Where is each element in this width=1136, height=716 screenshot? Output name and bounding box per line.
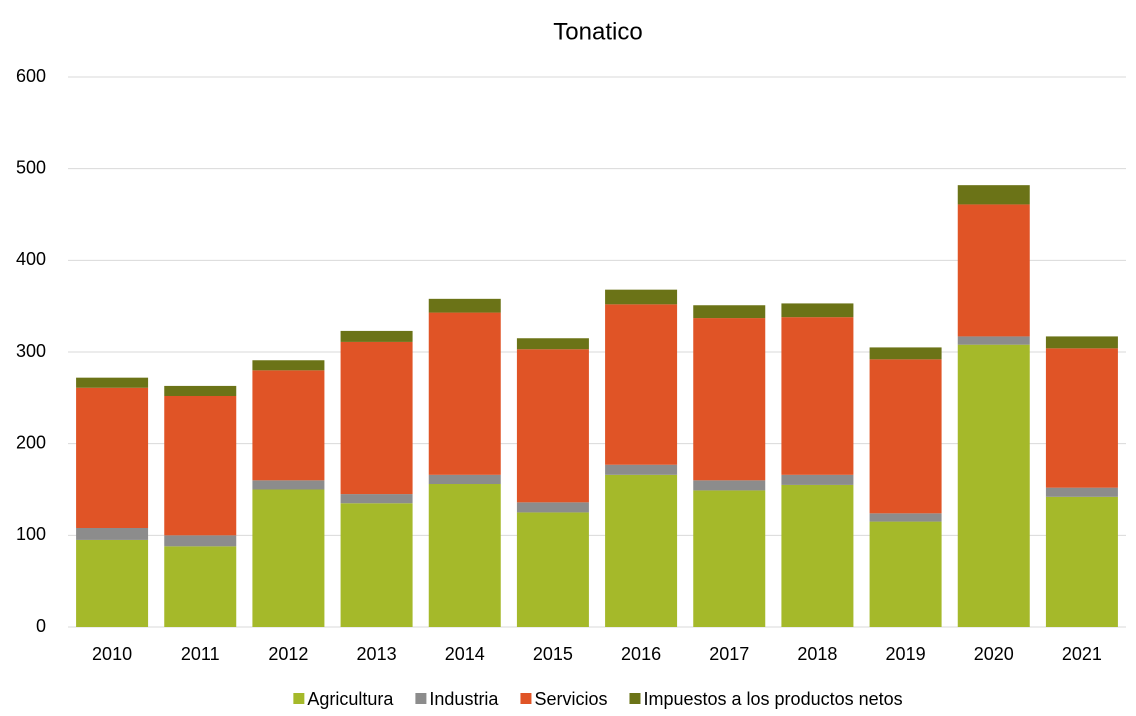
- bar-segment: [516, 349, 589, 503]
- bar-segment: [605, 304, 678, 465]
- bar-segment: [76, 377, 149, 388]
- bar-segment: [1045, 496, 1118, 627]
- y-tick-label: 600: [16, 66, 46, 86]
- legend-swatch: [415, 693, 427, 704]
- bar-segment: [252, 370, 325, 481]
- bar-segment: [428, 474, 501, 484]
- bar-segment: [76, 387, 149, 528]
- bar-segment: [869, 347, 942, 360]
- x-tick-label: 2019: [886, 644, 926, 664]
- x-tick-label: 2010: [92, 644, 132, 664]
- bar-segment: [693, 480, 766, 491]
- chart-title: Tonatico: [553, 18, 642, 45]
- bar-segment: [340, 341, 413, 495]
- bar-segment: [957, 344, 1030, 627]
- bar-segment: [164, 385, 237, 396]
- bar-segment: [605, 474, 678, 627]
- x-tick-label: 2016: [621, 644, 661, 664]
- bar-segment: [428, 298, 501, 313]
- legend-swatch: [293, 693, 305, 704]
- bar-segment: [516, 512, 589, 627]
- bar-segment: [516, 338, 589, 350]
- legend-swatch: [629, 693, 641, 704]
- y-tick-label: 400: [16, 249, 46, 269]
- x-tick-label: 2013: [357, 644, 397, 664]
- bar-segment: [516, 502, 589, 513]
- x-tick-label: 2021: [1062, 644, 1102, 664]
- bar-segment: [164, 546, 237, 627]
- bar-segment: [76, 539, 149, 627]
- bar-segment: [693, 490, 766, 627]
- bar-segment: [340, 330, 413, 342]
- x-tick-label: 2015: [533, 644, 573, 664]
- bar-segment: [605, 464, 678, 475]
- bar-segment: [957, 204, 1030, 337]
- bar-segment: [340, 503, 413, 627]
- bar-segment: [1045, 348, 1118, 488]
- legend-label: Agricultura: [307, 689, 394, 709]
- bar-segment: [252, 360, 325, 371]
- bar-segment: [869, 359, 942, 514]
- legend-label: Servicios: [534, 689, 607, 709]
- bar-segment: [869, 521, 942, 627]
- x-tick-label: 2011: [181, 644, 220, 664]
- x-tick-label: 2017: [709, 644, 749, 664]
- bar-segment: [164, 535, 237, 547]
- legend-swatch: [520, 693, 532, 704]
- legend-label: Industria: [429, 689, 499, 709]
- y-tick-label: 300: [16, 341, 46, 361]
- bar-segment: [1045, 336, 1118, 349]
- bar-segment: [76, 528, 149, 540]
- bar-segment: [428, 484, 501, 627]
- x-tick-label: 2012: [268, 644, 308, 664]
- bar-segment: [252, 480, 325, 490]
- bar-segment: [1045, 487, 1118, 497]
- bar-segment: [957, 185, 1030, 205]
- bar-segment: [781, 317, 854, 475]
- bar-segment: [693, 318, 766, 481]
- bar-segment: [428, 312, 501, 475]
- y-tick-label: 200: [16, 432, 46, 452]
- y-tick-label: 500: [16, 157, 46, 177]
- bar-segment: [164, 396, 237, 536]
- x-tick-label: 2018: [797, 644, 837, 664]
- bar-segment: [605, 289, 678, 305]
- bar-segment: [252, 489, 325, 627]
- x-tick-label: 2014: [445, 644, 485, 664]
- x-tick-label: 2020: [974, 644, 1014, 664]
- legend-label: Impuestos a los productos netos: [643, 689, 902, 709]
- bar-segment: [340, 494, 413, 504]
- bar-segment: [693, 305, 766, 319]
- bar-segment: [781, 474, 854, 485]
- bar-segment: [957, 336, 1030, 345]
- bar-segment: [869, 513, 942, 522]
- y-tick-label: 100: [16, 524, 46, 544]
- bar-segment: [781, 303, 854, 318]
- bar-segment: [781, 484, 854, 627]
- y-tick-label: 0: [36, 616, 46, 636]
